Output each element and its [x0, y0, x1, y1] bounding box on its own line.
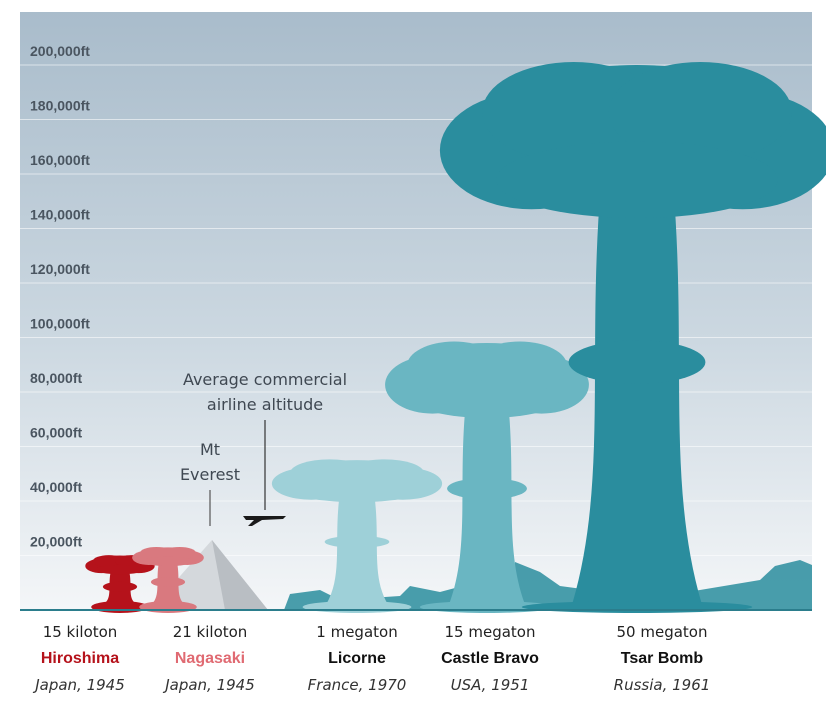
cloud-base: [521, 601, 753, 613]
cloud-licorne: [271, 459, 443, 613]
caption-yield: 1 megaton: [316, 623, 397, 641]
airline-annotation-line1: Average commercial: [183, 370, 347, 389]
mt-everest-mountain: [150, 540, 268, 610]
caption-nagasaki: 21 kiloton Nagasaki Japan, 1945: [162, 623, 255, 694]
everest-annotation-line1: Mt: [200, 440, 220, 459]
cloud-cap-puff: [92, 555, 125, 568]
y-tick-label: 20,000ft: [30, 534, 82, 550]
everest-annotation: Mt Everest: [180, 440, 240, 526]
caption-name: Tsar Bomb: [621, 650, 704, 667]
caption-place: Japan, 1945: [32, 676, 125, 694]
y-tick-label: 200,000ft: [30, 43, 90, 59]
airline-annotation: Average commercial airline altitude: [183, 370, 347, 510]
cloud-cap-puff: [344, 459, 424, 487]
cloud-stem: [543, 182, 731, 610]
caption-hiroshima: 15 kiloton Hiroshima Japan, 1945: [32, 623, 125, 694]
cloud-cap-puff: [472, 341, 568, 391]
caption-licorne: 1 megaton Licorne France, 1970: [308, 623, 407, 694]
y-tick-label: 60,000ft: [30, 425, 82, 441]
y-tick-label: 40,000ft: [30, 479, 82, 495]
cloud-collar: [447, 477, 527, 500]
y-tick-label: 120,000ft: [30, 261, 90, 277]
airplane-icon: [243, 512, 290, 526]
caption-yield: 15 kiloton: [43, 623, 118, 641]
caption-name: Hiroshima: [41, 650, 119, 667]
y-tick-label: 160,000ft: [30, 152, 90, 168]
cloud-base: [139, 601, 197, 613]
cloud-cap-puff: [482, 62, 666, 163]
cloud-cap-puff: [296, 481, 418, 503]
caption-place: Russia, 1961: [614, 676, 711, 694]
caption-yield: 50 megaton: [617, 623, 708, 641]
cloud-cap-puff: [608, 62, 792, 163]
y-tick-label: 180,000ft: [30, 98, 90, 114]
y-tick-label: 140,000ft: [30, 207, 90, 223]
caption-yield: 21 kiloton: [173, 623, 248, 641]
cloud-castle-bravo: [385, 341, 589, 613]
cloud-stem: [312, 492, 402, 610]
cloud-cap-puff: [142, 556, 194, 567]
everest-annotation-line2: Everest: [180, 465, 240, 484]
cloud-cap-puff: [139, 546, 174, 560]
caption-place: USA, 1951: [451, 676, 530, 694]
cloud-cap-puff: [95, 564, 145, 575]
airline-annotation-line2: airline altitude: [207, 395, 323, 414]
y-axis-tick-labels: 20,000ft 40,000ft 60,000ft 80,000ft 100,000f…: [30, 43, 90, 550]
caption-tsar-bomb: 50 megaton Tsar Bomb Russia, 1961: [614, 623, 711, 694]
cloud-base: [302, 601, 412, 613]
caption-name: Castle Bravo: [441, 650, 539, 667]
caption-name: Nagasaki: [175, 650, 245, 667]
cloud-cap-puff: [162, 546, 197, 560]
cloud-collar: [324, 535, 390, 548]
y-tick-label: 100,000ft: [30, 316, 90, 332]
cloud-collar: [102, 581, 138, 592]
y-tick-label: 80,000ft: [30, 370, 82, 386]
cloud-cap-puff: [496, 141, 778, 219]
cloud-stem: [432, 400, 542, 610]
caption-name: Licorne: [328, 650, 386, 667]
cloud-collar: [150, 577, 186, 588]
caption-yield: 15 megaton: [445, 623, 536, 641]
caption-place: Japan, 1945: [162, 676, 255, 694]
caption-place: France, 1970: [308, 676, 407, 694]
caption-castle-bravo: 15 megaton Castle Bravo USA, 1951: [441, 623, 539, 694]
cloud-cap-puff: [290, 459, 370, 487]
cloud-cap-puff: [406, 341, 502, 391]
cloud-cap-puff: [414, 380, 560, 418]
cloud-collar: [568, 340, 706, 384]
